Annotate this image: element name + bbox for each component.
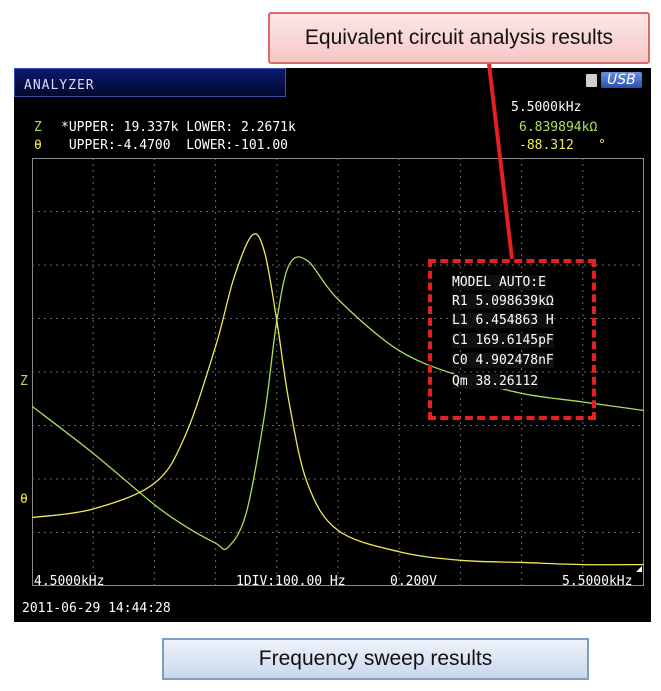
usb-indicator: USB [586,72,642,88]
theta-unit: ° [598,138,606,153]
voltage: 0.200V [390,574,437,589]
callout-equivalent-circuit-text: Equivalent circuit analysis results [304,26,614,49]
title-bar: ANALYZER [14,68,286,97]
z-limits: *UPPER: 19.337k LOWER: 2.2671k [61,120,296,135]
theta-value: -88.312 [519,138,574,153]
end-frequency: 5.5000kHz [562,574,633,589]
z-label: Z [34,120,42,135]
series-line-theta [32,233,644,566]
model-line: R1 5.098639kΩ [452,294,554,309]
title-text: ANALYZER [24,78,95,93]
z-value: 6.839894kΩ [519,120,598,135]
model-line: MODEL AUTO:E [452,275,546,290]
model-results-highlight [428,259,596,420]
scroll-corner-icon [636,566,642,572]
callout-frequency-sweep-text: Frequency sweep results [258,647,493,670]
model-line: L1 6.454863 H [452,313,554,328]
z-axis-marker: Z [20,374,28,389]
callout-equivalent-circuit: Equivalent circuit analysis results [268,12,650,64]
model-line: Qm 38.26112 [452,374,539,389]
start-frequency: 4.5000kHz [34,574,105,589]
theta-label: θ [34,138,42,153]
callout-frequency-sweep: Frequency sweep results [162,638,589,680]
usb-badge: USB [601,72,642,88]
theta-limits: UPPER:-4.4700 LOWER:-101.00 [61,138,288,153]
current-frequency: 5.5000kHz [511,100,582,115]
timestamp: 2011-06-29 14:44:28 [22,601,171,616]
div-info: 1DIV:100.00 Hz [236,574,346,589]
model-line: C0 4.902478nF [452,353,554,368]
model-line: C1 169.6145pF [452,333,554,348]
theta-axis-marker: θ [20,492,28,507]
callout-pointer-line [487,63,514,260]
usb-plug-icon [586,73,597,87]
